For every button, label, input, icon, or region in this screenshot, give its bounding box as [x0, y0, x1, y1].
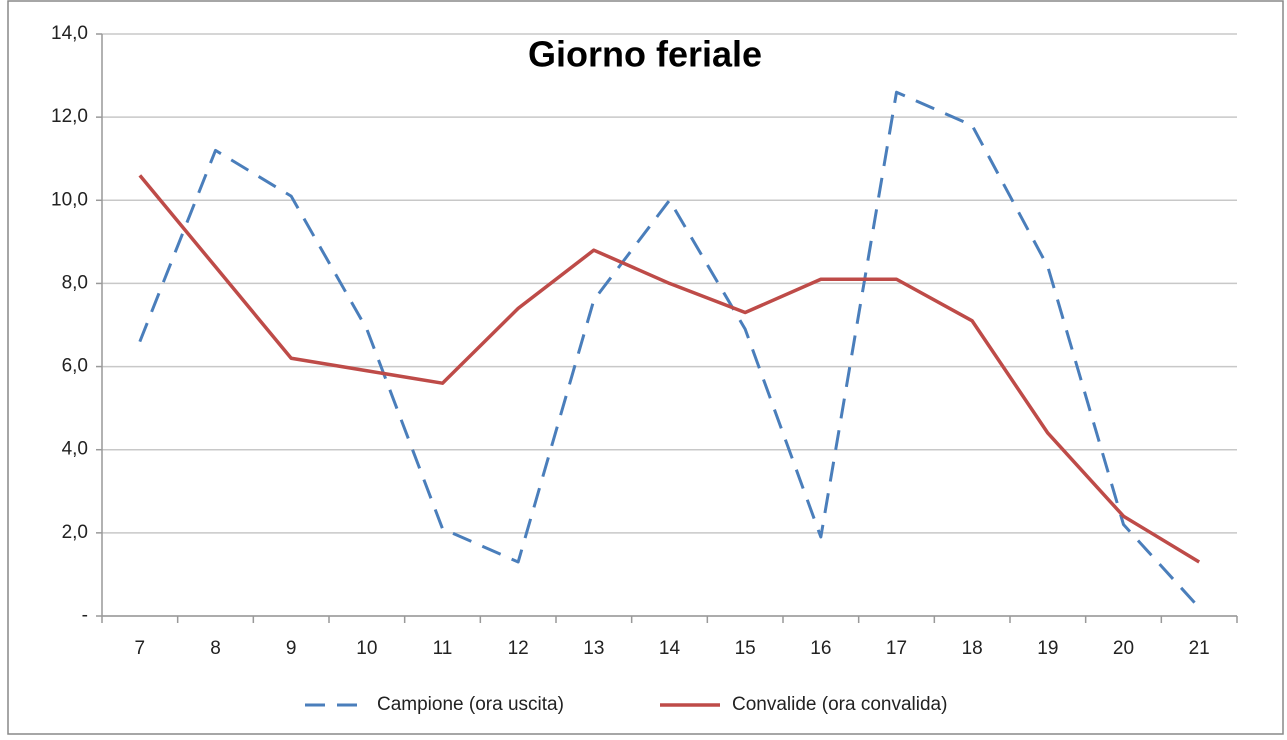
y-tick-label: - — [82, 605, 88, 626]
x-tick-label: 7 — [135, 638, 146, 659]
x-tick-label: 19 — [1037, 638, 1058, 659]
x-tick-label: 12 — [508, 638, 529, 659]
y-tick-label: 12,0 — [51, 106, 88, 127]
legend-label: Campione (ora uscita) — [377, 694, 564, 715]
y-tick-label: 10,0 — [51, 189, 88, 210]
x-tick-label: 20 — [1113, 638, 1134, 659]
y-tick-label: 4,0 — [62, 439, 88, 460]
x-tick-label: 18 — [962, 638, 983, 659]
y-tick-label: 8,0 — [62, 272, 88, 293]
x-tick-label: 10 — [356, 638, 377, 659]
x-tick-label: 15 — [735, 638, 756, 659]
y-tick-label: 6,0 — [62, 356, 88, 377]
y-tick-label: 2,0 — [62, 522, 88, 543]
x-tick-label: 16 — [810, 638, 831, 659]
y-tick-label: 14,0 — [51, 23, 88, 44]
x-tick-label: 13 — [583, 638, 604, 659]
x-tick-label: 17 — [886, 638, 907, 659]
x-tick-label: 14 — [659, 638, 681, 659]
x-tick-label: 8 — [210, 638, 221, 659]
chart-frame — [7, 0, 1284, 735]
x-tick-label: 11 — [433, 638, 453, 659]
x-tick-label: 21 — [1189, 638, 1210, 659]
legend-label: Convalide (ora convalida) — [732, 694, 947, 715]
data-line — [138, 90, 1201, 609]
data-line — [138, 174, 1201, 564]
x-tick-label: 9 — [286, 638, 297, 659]
chart-title: Giorno feriale — [528, 34, 762, 75]
